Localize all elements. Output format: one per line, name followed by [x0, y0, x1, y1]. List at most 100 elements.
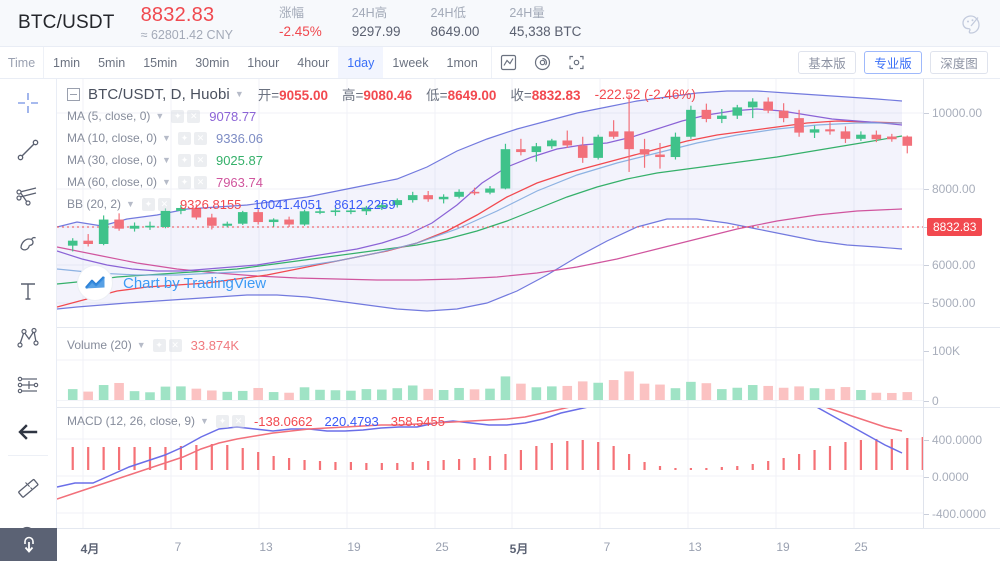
ohlc-close: 收=8832.83: [510, 88, 581, 103]
fib-retracement-icon[interactable]: [0, 361, 57, 408]
chevron-down-icon[interactable]: ▼: [155, 111, 165, 121]
trend-line-icon[interactable]: [0, 126, 57, 173]
indicator-controls[interactable]: ✦ ✕: [215, 414, 245, 428]
volume-bar: [160, 386, 171, 400]
timeframe-1mon[interactable]: 1mon: [446, 55, 478, 70]
timeframe-30min[interactable]: 30min: [195, 55, 230, 70]
volume-bar: [624, 371, 634, 400]
candle-body: [407, 195, 418, 201]
volume-bar: [191, 388, 202, 400]
ma5-label[interactable]: MA (5, close, 0): [67, 109, 151, 123]
macd-histogram-bar: [442, 460, 445, 470]
ma-aux-line: [57, 122, 902, 276]
macd-histogram-bar: [859, 440, 863, 470]
macd-histogram-bar: [550, 443, 553, 470]
ruler-icon[interactable]: [0, 464, 57, 511]
version-depth-button[interactable]: 深度图: [930, 51, 988, 74]
timeframe-4hour[interactable]: 4hour: [297, 55, 330, 70]
ma10-label[interactable]: MA (10, close, 0): [67, 131, 158, 145]
macd-signal-line: [57, 407, 903, 500]
chevron-down-icon[interactable]: ▼: [162, 177, 171, 187]
macd-histogram-bar: [210, 444, 213, 470]
candle-body: [237, 212, 248, 224]
version-switch-group: 基本版 专业版 深度图: [798, 51, 988, 74]
pane-separator-volume: [57, 327, 1000, 328]
time-label-7b: 7: [603, 540, 611, 554]
chevron-down-icon[interactable]: ▼: [162, 155, 171, 165]
crosshair-icon[interactable]: [0, 79, 57, 126]
version-basic-button[interactable]: 基本版: [798, 51, 856, 74]
indicator-controls[interactable]: ✦ ✕: [171, 109, 201, 123]
time-label-25: 25: [435, 540, 449, 554]
macd-histogram-bar: [643, 462, 646, 470]
ticker-bar: BTC/USDT 8832.83 ≈ 62801.42 CNY 涨幅 -2.45…: [0, 0, 1000, 47]
version-pro-button[interactable]: 专业版: [864, 51, 922, 74]
macd-histogram-bar: [117, 447, 121, 470]
candle-body: [114, 219, 124, 229]
time-label-13: 13: [259, 540, 273, 554]
bb-label[interactable]: BB (20, 2): [67, 197, 122, 211]
timeframe-1day[interactable]: 1day: [338, 47, 384, 78]
candle-body: [129, 225, 140, 229]
timeframe-1week[interactable]: 1week: [392, 55, 429, 70]
candle-body: [423, 195, 433, 200]
volume-bar: [531, 387, 542, 400]
macd-histogram-bar: [488, 456, 492, 470]
candle-body: [902, 136, 913, 146]
timeframe-15min[interactable]: 15min: [143, 55, 178, 70]
volume-value: 33.874K: [190, 337, 240, 353]
timeframe-1min[interactable]: 1min: [53, 55, 81, 70]
arrow-left-icon[interactable]: [0, 408, 57, 455]
price-block: 8832.83 ≈ 62801.42 CNY: [141, 4, 233, 41]
chevron-down-icon[interactable]: ▼: [126, 199, 135, 209]
volume-label[interactable]: Volume (20): [67, 338, 132, 352]
ma30-label[interactable]: MA (30, close, 0): [67, 153, 158, 167]
price-tick-8000: 8000.00: [923, 182, 976, 196]
bb-lower-value: 8612.2259: [334, 196, 396, 212]
volume-bar: [871, 392, 882, 400]
indicator-chart-icon[interactable]: [492, 47, 526, 78]
fullscreen-icon[interactable]: [560, 47, 594, 78]
volume-bar: [701, 383, 712, 400]
candle-body: [809, 129, 820, 133]
chart-title[interactable]: BTC/USDT, D, Huobi: [88, 85, 230, 103]
volume-bar: [856, 390, 866, 400]
candle-body: [608, 131, 619, 137]
text-icon[interactable]: [0, 267, 57, 314]
collapse-icon[interactable]: [67, 87, 80, 101]
chevron-down-icon[interactable]: ▼: [200, 416, 209, 426]
volume-bar: [763, 385, 773, 400]
macd-label[interactable]: MACD (12, 26, close, 9): [67, 414, 196, 428]
price-axis[interactable]: 10000.00 8000.00 7000.00 6000.00 5000.00…: [923, 79, 1000, 561]
volume-bar: [562, 385, 573, 400]
palette-icon[interactable]: [958, 11, 984, 37]
symbol-label[interactable]: BTC/USDT: [18, 12, 115, 33]
volume-bar: [717, 389, 727, 400]
indicator-controls[interactable]: ✦ ✕: [177, 131, 207, 145]
indicator-controls[interactable]: ✦ ✕: [141, 197, 171, 211]
settings-gear-icon[interactable]: [526, 47, 560, 78]
candle-body: [856, 134, 866, 139]
ma60-label[interactable]: MA (60, close, 0): [67, 175, 158, 189]
polyline-icon[interactable]: [0, 314, 57, 361]
indicator-controls[interactable]: ✦ ✕: [152, 338, 182, 352]
gear-icon: ✦: [215, 414, 229, 428]
chevron-down-icon[interactable]: ▼: [162, 133, 171, 143]
volume-bar: [299, 387, 310, 400]
timeframe-1hour[interactable]: 1hour: [247, 55, 280, 70]
last-price: 8832.83: [140, 4, 215, 27]
tradingview-logo-icon: [77, 265, 113, 301]
indicator-controls[interactable]: ✦ ✕: [177, 153, 207, 167]
fork-pitchfork-icon[interactable]: [0, 173, 57, 220]
indicator-controls[interactable]: ✦ ✕: [177, 175, 207, 189]
time-axis[interactable]: 4月 7 13 19 25 5月 7 13 19 25: [57, 528, 1000, 561]
lock-download-icon[interactable]: [0, 528, 57, 561]
chart-canvas[interactable]: BTC/USDT, D, Huobi ▼ 开=9055.00 高=9080.46…: [57, 79, 1000, 561]
chevron-down-icon[interactable]: ▼: [234, 89, 244, 99]
chevron-down-icon[interactable]: ▼: [136, 340, 146, 350]
timeframe-5min[interactable]: 5min: [98, 55, 126, 70]
brush-icon[interactable]: [0, 220, 57, 267]
volume-legend: Volume (20) ▼ ✦ ✕ 33.874K: [67, 334, 239, 356]
ma5-value: 9078.77: [209, 108, 257, 124]
bb-upper-value: 10041.4051: [253, 196, 323, 212]
